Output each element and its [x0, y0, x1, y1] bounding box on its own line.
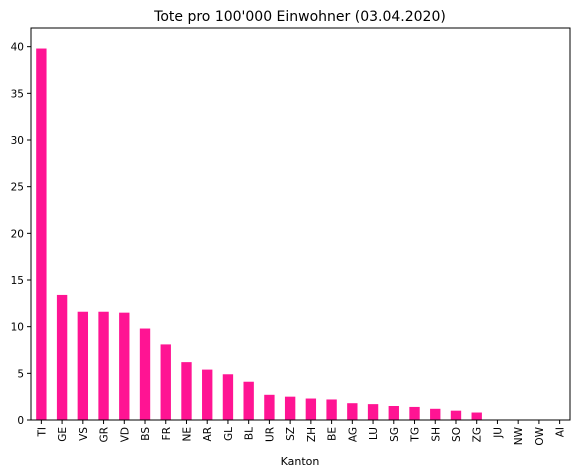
x-tick-label: SZ	[285, 427, 297, 441]
bar-gr	[98, 311, 109, 420]
x-tick-label: GL	[223, 427, 235, 441]
x-tick-label: BE	[327, 427, 339, 441]
x-tick-label: VS	[78, 427, 90, 441]
x-tick-label: ZG	[472, 427, 484, 442]
x-tick-label: FR	[161, 427, 173, 440]
bar-ag	[347, 403, 358, 420]
x-tick-label: AG	[347, 427, 359, 442]
y-axis: 0 5 10 15 20 25 30 35 40	[11, 42, 31, 427]
plot-frame	[30, 27, 571, 421]
x-axis: TI GE VS GR VD BS FR NE AR GL BL UR SZ ZH BE AG LU SG TG SH…	[36, 420, 567, 446]
bar-zh	[305, 398, 317, 420]
bar-fr	[160, 344, 171, 420]
bar-vd	[119, 312, 130, 420]
x-axis-label: Kanton	[281, 455, 320, 468]
y-tick-label: 15	[11, 275, 24, 287]
bar-ne	[181, 362, 192, 420]
x-tick-label: SG	[389, 427, 401, 442]
bar-ur	[264, 394, 275, 420]
x-tick-label: NE	[181, 427, 193, 442]
bar-vs	[77, 311, 89, 420]
bar-lu	[367, 404, 379, 420]
x-tick-label: AI	[555, 427, 567, 437]
bar-gl	[222, 374, 234, 420]
bar-ge	[56, 294, 68, 420]
y-tick-label: 40	[11, 42, 24, 54]
x-tick-label: ZH	[306, 427, 318, 442]
x-tick-label: JU	[492, 427, 504, 439]
x-tick-label: VD	[119, 427, 131, 442]
bar-zg	[471, 412, 482, 420]
y-tick-label: 30	[11, 135, 24, 147]
x-tick-label: SH	[430, 427, 442, 442]
bar-sg	[388, 406, 399, 420]
bar-sz	[284, 396, 296, 420]
x-tick-label: OW	[534, 426, 546, 445]
bar-bs	[139, 328, 151, 420]
bars-group	[36, 48, 482, 421]
x-tick-label: NW	[513, 426, 525, 445]
bar-be	[326, 399, 337, 420]
bar-bl	[243, 381, 254, 420]
y-tick-label: 10	[11, 322, 24, 334]
bar-tg	[409, 406, 420, 420]
bar-ti	[36, 48, 47, 421]
chart-title: Tote pro 100'000 Einwohner (03.04.2020)	[153, 9, 446, 25]
x-tick-label: GE	[57, 427, 69, 442]
x-tick-label: BS	[140, 427, 152, 441]
x-tick-label: TI	[36, 427, 48, 438]
y-tick-label: 0	[17, 415, 24, 427]
y-tick-label: 25	[11, 182, 24, 194]
x-tick-label: BL	[244, 427, 256, 440]
bar-sh	[430, 408, 441, 420]
bar-so	[450, 410, 462, 420]
x-tick-label: AR	[202, 427, 214, 441]
x-tick-label: UR	[264, 427, 276, 442]
y-tick-label: 35	[11, 88, 24, 100]
bar-ar	[202, 369, 213, 420]
x-tick-label: SO	[451, 427, 463, 442]
y-tick-label: 20	[11, 228, 24, 240]
x-tick-label: GR	[99, 427, 111, 442]
x-tick-label: TG	[410, 427, 422, 443]
y-tick-label: 5	[17, 368, 24, 380]
x-tick-label: LU	[368, 427, 380, 440]
